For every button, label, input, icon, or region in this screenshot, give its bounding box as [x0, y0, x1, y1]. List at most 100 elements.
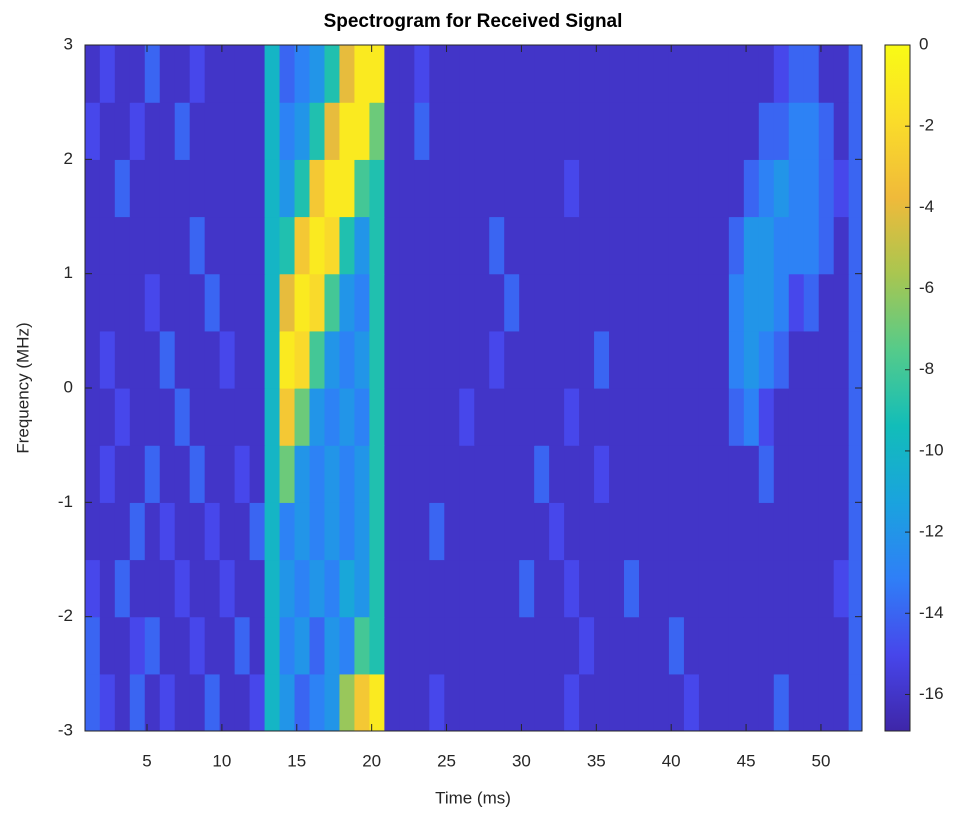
heatmap-cell	[264, 216, 281, 275]
heatmap-cell	[579, 102, 595, 160]
heatmap-cell	[534, 673, 550, 731]
x-tick-label: 10	[212, 751, 231, 770]
heatmap-cell	[474, 445, 490, 503]
heatmap-cell	[429, 45, 445, 103]
heatmap-cell	[743, 45, 760, 103]
heatmap-cell	[324, 673, 341, 731]
x-tick-label: 50	[812, 751, 831, 770]
heatmap-cell	[429, 502, 445, 561]
heatmap-cell	[713, 445, 730, 503]
heatmap-cell	[609, 616, 625, 675]
heatmap-cell	[354, 102, 371, 160]
heatmap-cell	[114, 273, 131, 332]
heatmap-cell	[474, 273, 490, 332]
heatmap-cell	[788, 273, 805, 332]
heatmap-cell	[399, 445, 415, 503]
heatmap-cell	[653, 330, 670, 389]
heatmap-cell	[653, 273, 670, 332]
heatmap-cell	[624, 388, 640, 446]
heatmap-cell	[114, 616, 131, 675]
heatmap-cell	[159, 159, 176, 218]
heatmap-cell	[234, 388, 251, 446]
heatmap-cell	[189, 502, 206, 561]
heatmap-cell	[788, 102, 805, 160]
heatmap-cell	[683, 102, 700, 160]
heatmap-cell	[624, 559, 640, 618]
heatmap-cell	[384, 45, 400, 103]
heatmap-cell	[294, 273, 311, 332]
heatmap-cell	[339, 159, 356, 218]
heatmap-cell	[264, 45, 281, 103]
heatmap-cell	[579, 502, 595, 561]
colorbar-tick-label: -4	[919, 197, 934, 216]
heatmap-cell	[758, 502, 775, 561]
heatmap-cell	[788, 502, 805, 561]
heatmap-cell	[728, 673, 745, 731]
heatmap-cell	[773, 388, 790, 446]
heatmap-cell	[474, 216, 490, 275]
heatmap-cell	[803, 616, 820, 675]
heatmap-cell	[384, 673, 400, 731]
heatmap-cell	[204, 330, 221, 389]
heatmap-cell	[459, 216, 475, 275]
heatmap-cell	[504, 559, 520, 618]
heatmap-cell	[249, 388, 266, 446]
heatmap-cell	[803, 673, 820, 731]
heatmap-cell	[609, 159, 625, 218]
heatmap-cell	[339, 445, 356, 503]
heatmap-cell	[414, 388, 430, 446]
heatmap-cell	[833, 273, 850, 332]
heatmap-cell	[549, 388, 565, 446]
heatmap-cell	[833, 45, 850, 103]
heatmap-cell	[609, 102, 625, 160]
heatmap-cell	[489, 445, 505, 503]
heatmap-cell	[279, 673, 296, 731]
heatmap-cell	[174, 616, 191, 675]
heatmap-cell	[848, 45, 862, 103]
heatmap-cell	[833, 502, 850, 561]
heatmap-cell	[129, 273, 146, 332]
heatmap-cell	[459, 502, 475, 561]
x-tick-label: 45	[737, 751, 756, 770]
heatmap-cell	[728, 159, 745, 218]
heatmap-cell	[549, 159, 565, 218]
heatmap-cell	[429, 216, 445, 275]
heatmap-cell	[429, 673, 445, 731]
heatmap-cell	[698, 273, 715, 332]
heatmap-cell	[234, 330, 251, 389]
heatmap-cell	[758, 616, 775, 675]
heatmap-cell	[444, 102, 460, 160]
heatmap-cell	[324, 445, 341, 503]
heatmap-cell	[174, 559, 191, 618]
heatmap-cell	[189, 445, 206, 503]
heatmap-cell	[594, 45, 610, 103]
heatmap-cell	[264, 102, 281, 160]
heatmap-cell	[279, 330, 296, 389]
heatmap-cell	[564, 159, 580, 218]
heatmap-cell	[414, 502, 430, 561]
heatmap-cell	[85, 159, 101, 218]
heatmap-cell	[683, 502, 700, 561]
heatmap-cell	[174, 102, 191, 160]
heatmap-cell	[564, 616, 580, 675]
heatmap-cell	[609, 445, 625, 503]
heatmap-cell	[758, 273, 775, 332]
heatmap-cell	[638, 616, 655, 675]
heatmap-cell	[534, 102, 550, 160]
heatmap-cell	[818, 559, 835, 618]
heatmap-cell	[519, 388, 535, 446]
heatmap-cell	[99, 388, 116, 446]
heatmap-cell	[249, 616, 266, 675]
heatmap-cell	[833, 388, 850, 446]
heatmap-cell	[234, 102, 251, 160]
heatmap-cell	[758, 445, 775, 503]
heatmap-cell	[129, 502, 146, 561]
heatmap-cell	[773, 330, 790, 389]
heatmap-cell	[594, 502, 610, 561]
heatmap-cell	[668, 445, 685, 503]
heatmap-cell	[249, 273, 266, 332]
heatmap-cell	[504, 159, 520, 218]
heatmap-cell	[743, 330, 760, 389]
heatmap-cell	[399, 45, 415, 103]
heatmap-cell	[174, 445, 191, 503]
